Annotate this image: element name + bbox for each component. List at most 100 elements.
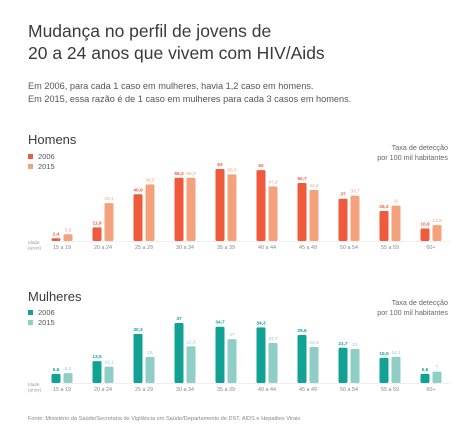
women-value-label-2006-1: 13,5 [92, 354, 102, 360]
women-value-label-2015-3: 22,6 [186, 339, 196, 345]
women-value-label-2015-2: 16 [147, 350, 153, 356]
men-tick-label-7: 50 a 54 [340, 245, 358, 251]
women-bar-2015-1 [104, 366, 114, 383]
women-value-label-2006-0: 5,6 [53, 367, 60, 373]
women-section-title: Mulheres [28, 289, 82, 304]
women-bar-2006-5 [256, 327, 266, 383]
men-rate-label: Taxa de detecção por 100 mil habitantes [308, 143, 448, 163]
women-bar-2006-4 [215, 326, 225, 383]
page-title: Mudança no perfil de jovens de 20 a 24 a… [28, 20, 448, 64]
women-bar-2015-9 [432, 371, 442, 383]
women-bar-2006-1 [92, 361, 102, 383]
men-value-label-2015-4: 58,3 [227, 167, 237, 173]
women-value-label-2006-3: 37 [176, 316, 182, 322]
men-bar-chart: Idade (anos) 2,4 5,9 15 a 19 11,9 33,1 20 a 24 4… [28, 162, 450, 251]
women-value-label-2015-9: 7 [436, 365, 439, 371]
women-value-label-2006-2: 30,3 [133, 327, 143, 333]
men-value-label-2006-5: 62 [258, 163, 264, 169]
men-value-label-2006-1: 11,9 [92, 220, 101, 226]
men-bar-2006-6 [297, 183, 307, 241]
women-bar-2015-4 [227, 339, 237, 383]
men-axis-label: Idade (anos) [28, 240, 41, 251]
women-value-label-2006-9: 5,6 [422, 367, 429, 373]
women-value-label-2006-7: 21,7 [338, 341, 348, 347]
men-bar-2006-2 [133, 194, 143, 241]
women-legend: 2006 2015 [28, 307, 55, 327]
men-value-label-2015-1: 33,1 [104, 196, 114, 202]
men-tick-label-2: 25 a 29 [135, 245, 153, 251]
men-bar-2006-5 [256, 170, 266, 241]
men-bar-2006-3 [174, 177, 184, 241]
women-bar-2006-2 [133, 333, 143, 383]
men-value-label-2015-3: 55,3 [186, 171, 196, 177]
men-bar-2015-8 [391, 205, 401, 241]
women-value-label-2015-8: 16,1 [391, 350, 401, 356]
women-legend-2006: 2006 [28, 307, 55, 317]
men-legend-2006-label: 2006 [38, 151, 55, 161]
men-legend-2006-swatch [28, 153, 33, 159]
men-value-label-2015-7: 39,7 [350, 189, 360, 195]
women-bar-2006-9 [420, 373, 430, 383]
men-legend-2015: 2015 [28, 161, 55, 171]
women-tick-label-8: 55 a 59 [381, 387, 399, 393]
women-bar-2006-3 [174, 323, 184, 383]
intro-line-2: Em 2015, essa razão é de 1 caso em mulhe… [28, 94, 352, 104]
women-bar-2006-6 [297, 335, 307, 383]
men-value-label-2006-7: 37 [340, 192, 346, 198]
women-tick-label-3: 30 a 34 [176, 387, 194, 393]
women-tick-label-6: 45 a 49 [299, 387, 317, 393]
men-legend-2015-label: 2015 [38, 161, 55, 171]
men-value-label-2006-4: 63 [217, 162, 223, 168]
men-value-label-2006-9: 10,9 [420, 222, 430, 228]
women-rate-line-1: Taxa de detecção [391, 298, 448, 307]
men-value-label-2015-9: 13,9 [432, 218, 442, 224]
men-bar-2015-3 [186, 177, 196, 241]
men-bar-2006-9 [420, 228, 430, 241]
women-legend-2015-swatch [28, 319, 33, 325]
men-value-label-2006-6: 50,7 [297, 176, 307, 182]
men-value-label-2006-0: 2,4 [53, 231, 60, 237]
women-bar-chart: Idade (anos) 5,6 6,1 15 a 19 13,510,1 20 a 24 3… [28, 316, 450, 393]
women-tick-label-7: 50 a 54 [340, 387, 358, 393]
women-bar-2015-5 [268, 342, 278, 383]
women-legend-2015: 2015 [28, 317, 55, 327]
men-value-label-2015-2: 49,5 [145, 177, 155, 183]
men-tick-label-9: 60+ [426, 245, 435, 251]
men-section-title: Homens [28, 132, 77, 147]
men-bar-2015-2 [145, 184, 155, 241]
men-tick-label-8: 55 a 59 [381, 245, 399, 251]
men-value-label-2006-2: 40,9 [133, 187, 143, 193]
men-bar-2006-0 [51, 238, 61, 241]
women-value-label-2015-0: 6,1 [65, 366, 72, 372]
men-value-label-2006-3: 55,3 [174, 171, 184, 177]
women-bar-2015-2 [145, 357, 155, 383]
women-value-label-2006-6: 29,6 [297, 328, 307, 334]
men-value-label-2015-0: 5,9 [65, 227, 72, 233]
men-bar-2006-7 [338, 198, 348, 241]
women-bar-2006-8 [379, 357, 389, 383]
men-tick-label-6: 45 a 49 [299, 245, 317, 251]
men-tick-label-3: 30 a 34 [176, 245, 194, 251]
women-tick-label-9: 60+ [426, 387, 435, 393]
women-value-label-2006-5: 34,3 [256, 320, 266, 326]
men-value-label-2015-6: 44,6 [309, 183, 319, 189]
women-value-label-2015-7: 21 [352, 342, 358, 348]
men-bar-2015-4 [227, 174, 237, 241]
women-bar-2015-3 [186, 346, 196, 383]
men-bar-2015-7 [350, 195, 360, 241]
men-value-label-2015-8: 31 [393, 199, 399, 205]
women-legend-2015-label: 2015 [38, 317, 55, 327]
intro-line-1: Em 2006, para cada 1 caso em mulheres, h… [28, 81, 314, 91]
men-legend: 2006 2015 [28, 151, 55, 171]
women-tick-label-1: 20 a 24 [94, 387, 112, 393]
women-bar-2006-0 [51, 373, 61, 383]
women-legend-2006-swatch [28, 309, 33, 315]
women-value-label-2006-4: 34,7 [215, 320, 225, 326]
women-axis-label: Idade (anos) [28, 382, 41, 393]
title-line-2: 20 a 24 anos que vivem com HIV/Aids [28, 43, 325, 63]
men-rate-line-2: por 100 mil habitantes [377, 153, 448, 162]
women-value-label-2015-1: 10,1 [104, 360, 114, 366]
women-bar-2015-7 [350, 348, 360, 383]
men-bar-2015-6 [309, 190, 319, 241]
intro-text: Em 2006, para cada 1 caso em mulheres, h… [28, 80, 468, 106]
